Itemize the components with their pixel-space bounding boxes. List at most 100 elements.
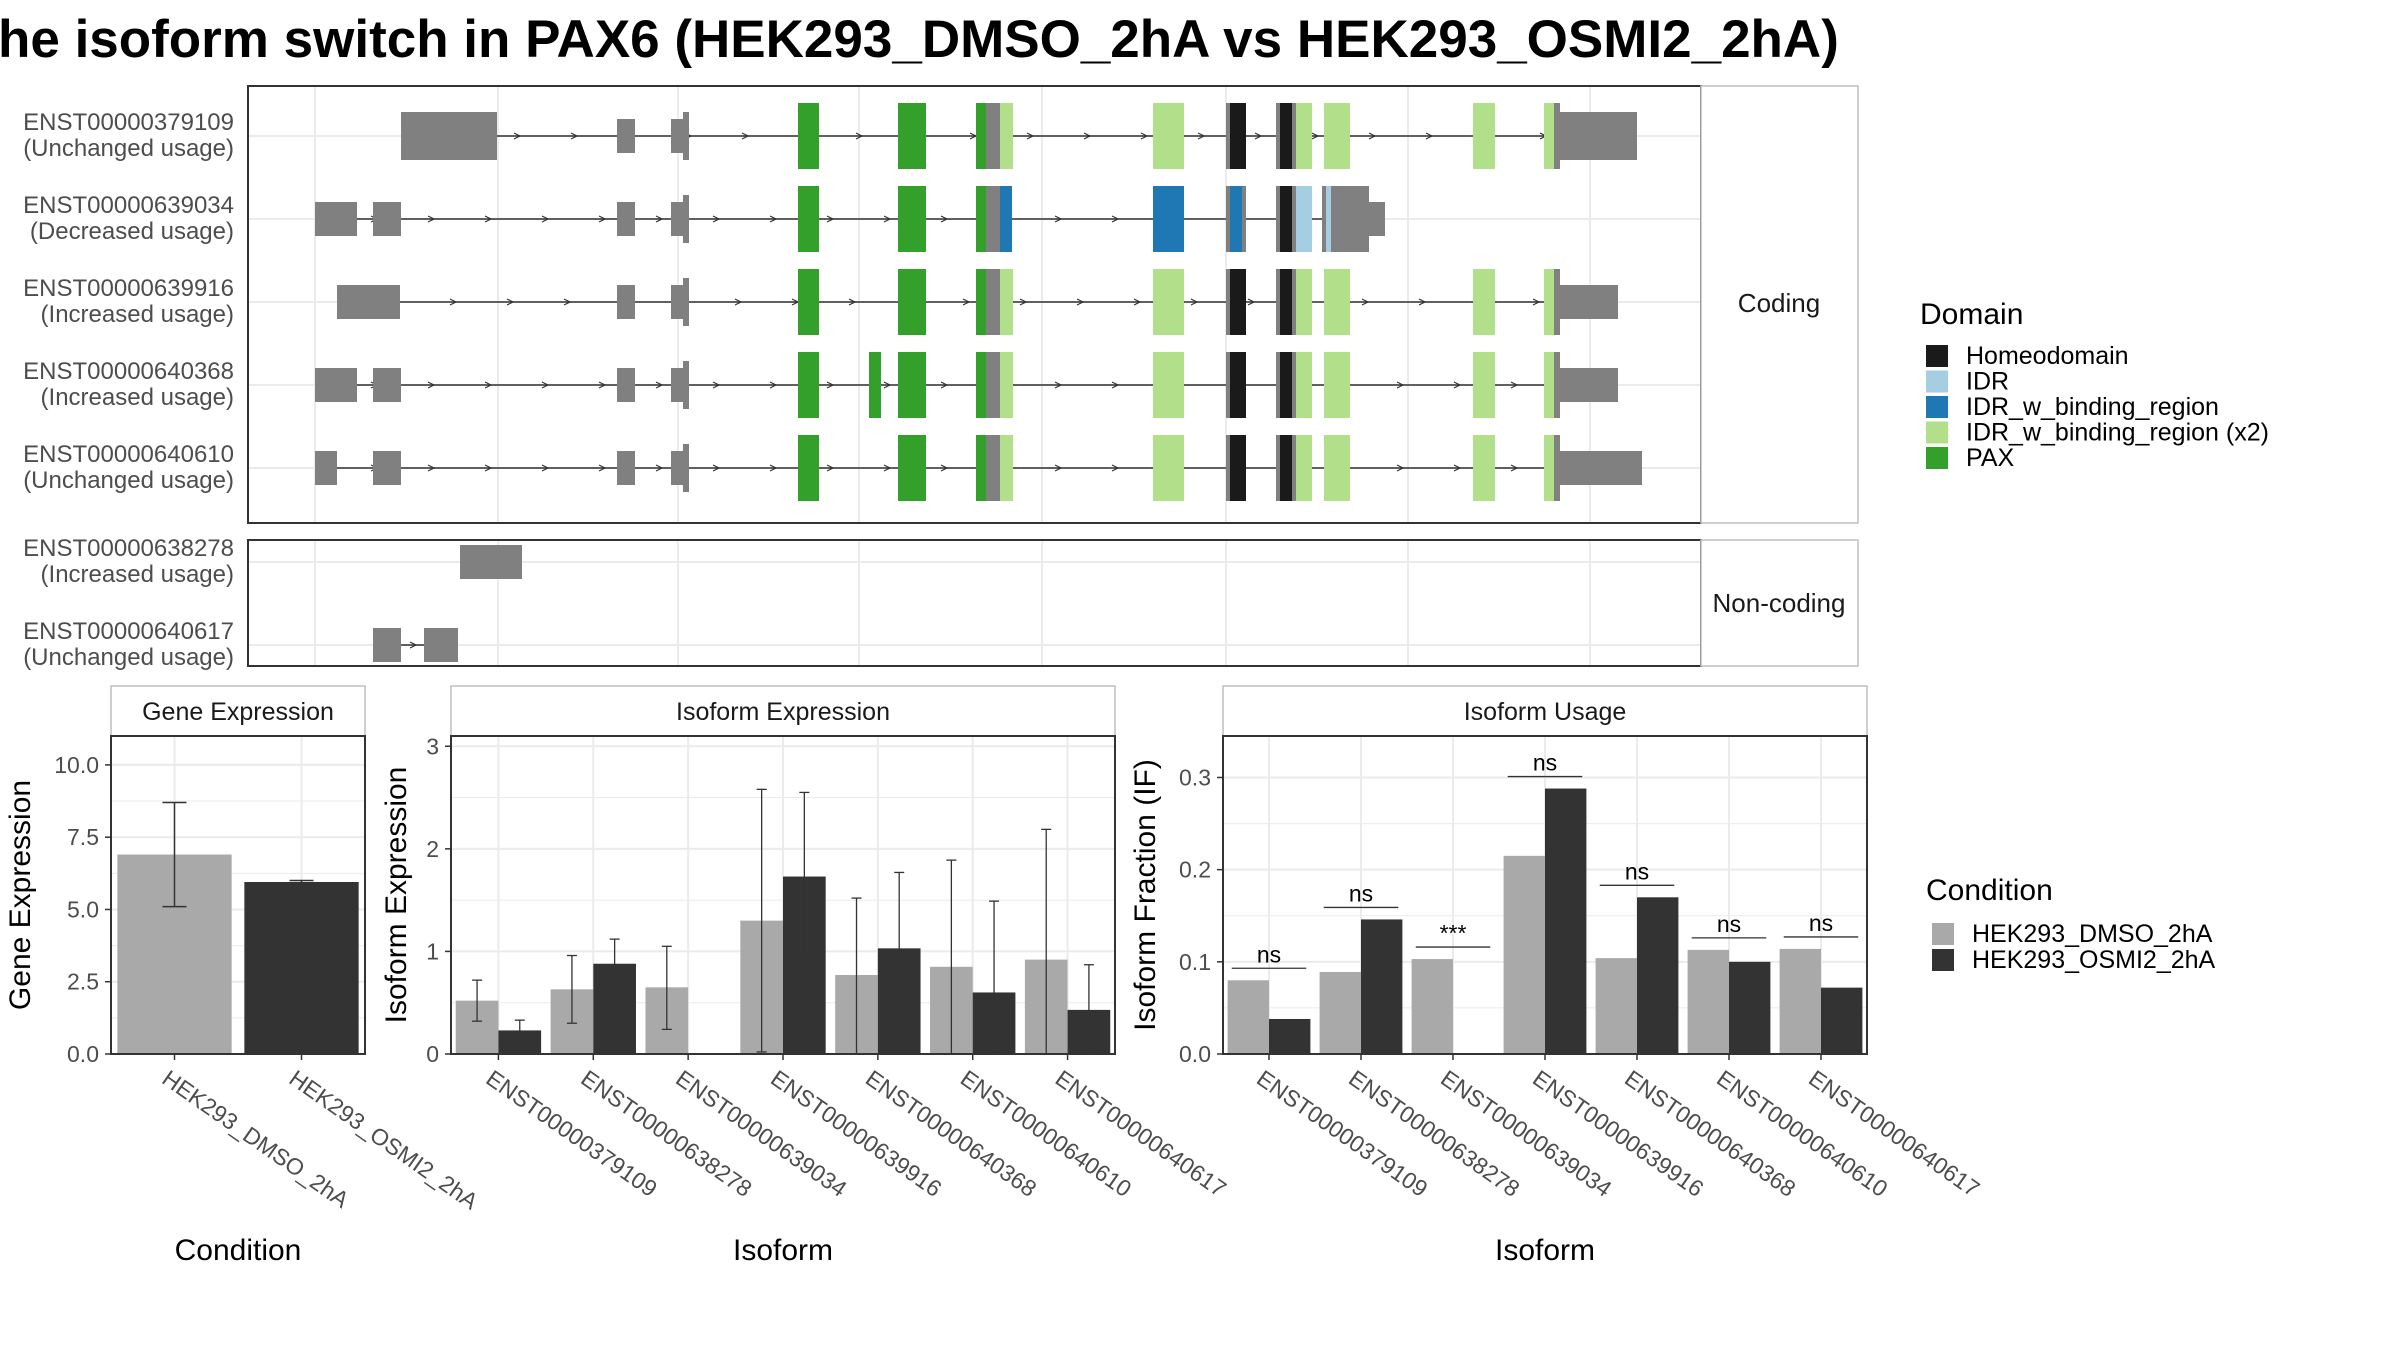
exon-domain	[1554, 103, 1560, 169]
exon-domain	[798, 103, 819, 169]
intron-arrow	[769, 215, 778, 223]
intron-arrow	[541, 381, 550, 389]
transcript-usage-label: (Increased usage)	[41, 384, 234, 411]
domain-legend-swatch	[1926, 345, 1948, 367]
exon-domain	[1226, 269, 1230, 335]
y-tick-label: 0.0	[1179, 1041, 1211, 1067]
exon-domain	[1296, 186, 1312, 252]
coding-transcript-tracks	[315, 103, 1642, 501]
condition-legend: Condition HEK293_DMSO_2hAHEK293_OSMI2_2h…	[1926, 874, 2216, 974]
x-tick-label: ENST00000640610	[1712, 1065, 1892, 1202]
intron-arrow	[541, 215, 550, 223]
bar	[1361, 919, 1403, 1054]
exon-domain	[976, 103, 986, 169]
intron-arrow	[883, 464, 892, 472]
exon-domain	[986, 103, 1000, 169]
y-tick-label: 0.1	[1179, 949, 1211, 975]
intron-arrow	[449, 298, 458, 306]
exon-utr	[671, 202, 685, 236]
exon-utr	[617, 119, 635, 153]
intron-arrow	[484, 381, 493, 389]
exon-domain	[1326, 186, 1331, 252]
transcript-track-coding-2	[337, 269, 1618, 335]
exon-domain	[1230, 269, 1246, 335]
intron-arrow	[484, 464, 493, 472]
exon-domain	[1296, 435, 1312, 501]
intron-arrow	[1453, 464, 1462, 472]
intron-arrow	[598, 381, 607, 389]
intron-arrow	[1054, 464, 1063, 472]
exon-utr	[1560, 368, 1618, 402]
y-tick-label: 0.2	[1179, 857, 1211, 883]
domain-legend-swatch	[1926, 447, 1948, 469]
chart-title: Isoform Expression	[676, 698, 890, 726]
x-tick-label: ENST00000639916	[1528, 1065, 1708, 1202]
bar	[1779, 948, 1821, 1054]
x-tick-label: ENST00000640368	[861, 1065, 1041, 1202]
exon-domain	[1000, 186, 1012, 252]
exon-domain	[683, 195, 689, 243]
intron-arrow	[1453, 381, 1462, 389]
exon-domain	[1230, 435, 1246, 501]
coding-strip-label: Coding	[1738, 288, 1820, 318]
intron-arrow	[1197, 132, 1206, 140]
exon-domain	[1544, 269, 1554, 335]
exon-domain	[1242, 186, 1246, 252]
intron-arrow	[655, 464, 664, 472]
intron-arrow	[655, 381, 664, 389]
x-tick-label: ENST00000640368	[1620, 1065, 1800, 1202]
transcript-track-coding-3	[315, 352, 1618, 418]
exon-domain	[1292, 186, 1296, 252]
exon-utr	[671, 451, 685, 485]
x-tick-label: ENST00000639034	[671, 1065, 852, 1202]
intron-arrow	[1247, 298, 1256, 306]
intron-arrow	[769, 381, 778, 389]
exon-domain	[898, 435, 926, 501]
intron-arrow	[1019, 298, 1028, 306]
intron-arrow	[1111, 464, 1120, 472]
exon-domain	[1322, 186, 1326, 252]
y-tick-label: 10.0	[54, 752, 99, 778]
transcript-usage-label: (Unchanged usage)	[23, 467, 234, 494]
bar	[1729, 961, 1771, 1054]
domain-legend-label: PAX	[1966, 444, 2014, 472]
intron-arrow	[409, 641, 418, 649]
exon-domain	[1280, 269, 1292, 335]
intron-arrow	[427, 381, 436, 389]
transcript-id-label: ENST00000640610	[23, 441, 234, 468]
transcript-track-coding-1	[315, 186, 1385, 252]
exon-utr	[315, 202, 357, 236]
coding-strip	[1700, 85, 1859, 524]
y-axis-title: Isoform Fraction (IF)	[1129, 759, 1162, 1031]
intron-arrow	[848, 298, 857, 306]
transcript-id-label: ENST00000640368	[23, 358, 234, 385]
exon-domain	[898, 186, 926, 252]
intron-arrow	[1396, 464, 1405, 472]
bar	[1637, 897, 1679, 1054]
exon-domain	[1296, 269, 1312, 335]
intron-arrow	[712, 215, 721, 223]
exon-domain	[1473, 103, 1495, 169]
intron-arrow	[940, 381, 949, 389]
y-axis-title: Gene Expression	[4, 780, 37, 1010]
exon-domain	[1554, 435, 1560, 501]
exon-utr	[671, 368, 685, 402]
intron-arrow	[712, 381, 721, 389]
x-tick-label: ENST00000640610	[956, 1065, 1136, 1202]
domain-legend-swatch	[1926, 396, 1948, 418]
exon-domain	[1292, 269, 1296, 335]
exon-domain	[1000, 435, 1013, 501]
exon-domain	[1544, 352, 1554, 418]
exon-domain	[798, 186, 819, 252]
exon-domain	[1226, 435, 1230, 501]
exon-domain	[898, 103, 926, 169]
exon-domain	[1226, 352, 1230, 418]
exon-domain	[798, 269, 819, 335]
intron-arrow	[427, 215, 436, 223]
exon-domain	[1230, 352, 1246, 418]
exon-domain	[683, 278, 689, 326]
exon-domain	[1473, 269, 1495, 335]
y-tick-label: 0.3	[1179, 764, 1211, 790]
noncoding-transcript-tracks	[373, 545, 522, 662]
